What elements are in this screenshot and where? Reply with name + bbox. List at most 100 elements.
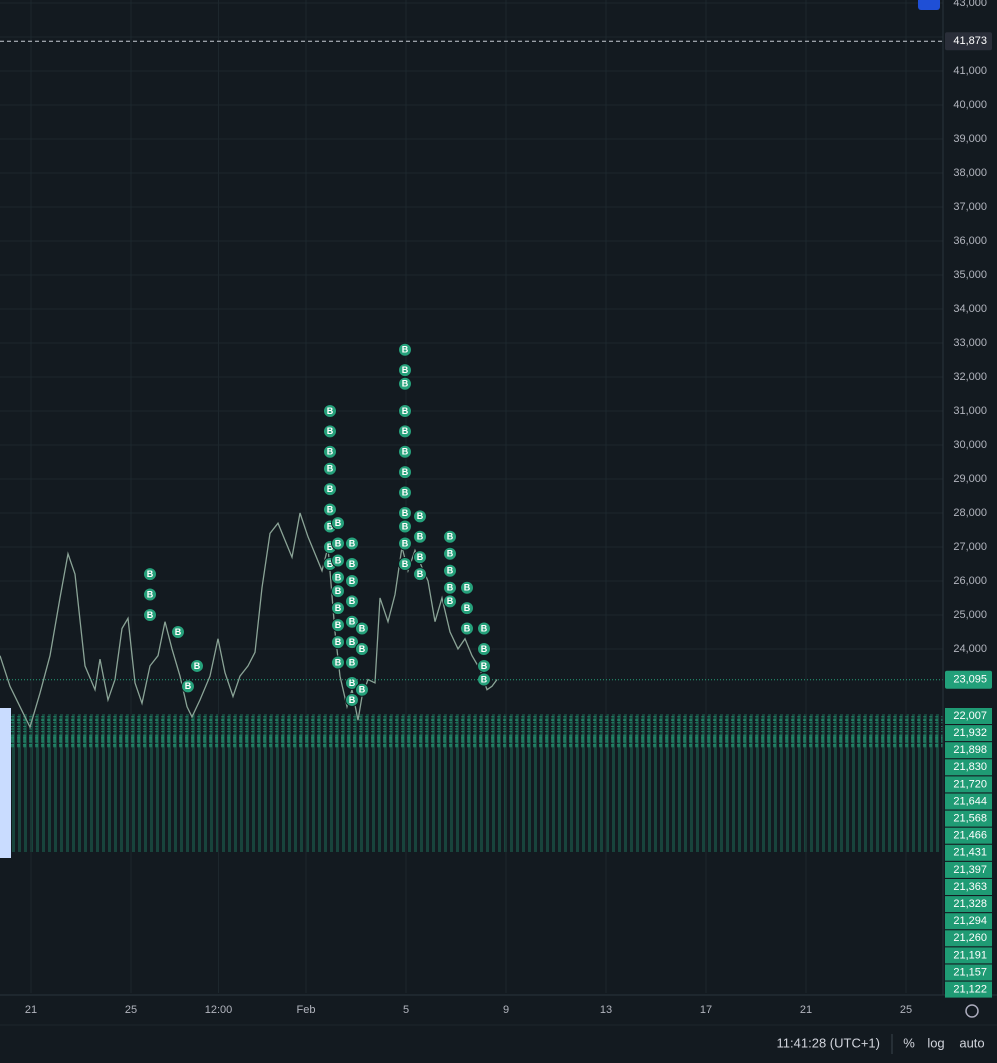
y-tick-label: 39,000 [953, 133, 987, 145]
buy-marker-label: B [349, 596, 356, 606]
order-tag [945, 776, 992, 793]
buy-marker-dot [345, 635, 359, 650]
buy-marker-dot [323, 403, 337, 418]
buy-marker-dot [477, 658, 491, 673]
axes: 43,00042,00041,00040,00039,00038,00037,0… [25, 0, 992, 1016]
buy-marker: B [331, 516, 345, 531]
buy-marker: B [331, 601, 345, 616]
buy-marker: B [443, 546, 457, 561]
y-tick-label: 28,000 [953, 507, 987, 519]
buy-marker-dot [398, 505, 412, 520]
buy-marker-label: B [349, 538, 356, 548]
y-tick-label: 27,000 [953, 541, 987, 553]
buy-marker-label: B [185, 681, 192, 691]
buy-marker: B [460, 621, 474, 636]
buy-marker-label: B [349, 576, 356, 586]
buy-marker: B [477, 621, 491, 636]
x-tick-label: 13 [600, 1004, 612, 1016]
buy-marker: B [443, 594, 457, 609]
y-tick-label: 40,000 [953, 99, 987, 111]
buy-marker-dot [443, 546, 457, 561]
buy-marker: B [143, 567, 157, 582]
buy-marker-label: B [327, 521, 334, 531]
y-tick-label: 43,000 [953, 0, 987, 9]
buy-marker-label: B [402, 379, 409, 389]
buy-marker-dot [143, 587, 157, 602]
order-tag [945, 981, 992, 998]
order-tag [945, 827, 992, 844]
buy-marker: B [323, 482, 337, 497]
buy-marker: B [398, 556, 412, 571]
buy-marker-label: B [327, 484, 334, 494]
side-panel[interactable] [0, 708, 11, 858]
buy-marker-label: B [464, 623, 471, 633]
log-toggle[interactable]: log [927, 1035, 944, 1050]
buy-marker-label: B [402, 406, 409, 416]
settings-icon[interactable] [965, 1004, 979, 1018]
grid [0, 0, 943, 993]
alert-button[interactable] [918, 0, 940, 10]
buy-marker-dot [143, 567, 157, 582]
order-label: 21,328 [953, 898, 987, 910]
x-tick-label: 25 [125, 1004, 137, 1016]
buy-marker-label: B [402, 447, 409, 457]
order-tag [945, 708, 992, 724]
buy-marker-label: B [327, 464, 334, 474]
buy-marker: B [181, 679, 195, 694]
buy-marker-label: B [447, 549, 454, 559]
buy-marker: B [413, 509, 427, 524]
buy-marker-label: B [335, 657, 342, 667]
buy-marker: B [143, 607, 157, 622]
buy-marker: B [345, 556, 359, 571]
buy-marker-label: B [349, 695, 356, 705]
buy-marker-label: B [402, 487, 409, 497]
buy-marker-label: B [327, 406, 334, 416]
buy-marker-label: B [335, 586, 342, 596]
buy-marker-dot [331, 584, 345, 599]
buy-marker-label: B [359, 644, 366, 654]
buy-marker-label: B [464, 583, 471, 593]
auto-toggle[interactable]: auto [959, 1035, 984, 1050]
buy-marker-dot [323, 424, 337, 439]
buy-marker: B [398, 485, 412, 500]
buy-marker-dot [171, 624, 185, 639]
price-tag [945, 32, 992, 51]
buy-marker-dot [398, 363, 412, 378]
buy-marker-label: B [417, 532, 424, 542]
buy-marker-label: B [402, 426, 409, 436]
buy-marker-dot [331, 516, 345, 531]
order-label: 21,720 [953, 778, 987, 790]
y-tick-label: 32,000 [953, 371, 987, 383]
buy-marker: B [413, 550, 427, 565]
buy-marker: B [323, 461, 337, 476]
buy-marker: B [331, 618, 345, 633]
order-tag [945, 913, 992, 930]
buy-marker-dot [331, 553, 345, 568]
order-label: 22,007 [953, 710, 987, 722]
buy-marker-dot [398, 403, 412, 418]
order-label: 21,898 [953, 744, 987, 756]
buy-marker-label: B [359, 623, 366, 633]
percent-toggle[interactable]: % [903, 1035, 915, 1050]
buy-marker-dot [345, 614, 359, 629]
buy-marker: B [398, 536, 412, 551]
buy-marker: B [413, 529, 427, 544]
buy-marker-dot [398, 556, 412, 571]
buy-marker-dot [345, 655, 359, 670]
buy-marker-dot [331, 601, 345, 616]
buy-marker-label: B [402, 365, 409, 375]
buy-marker-dot [331, 655, 345, 670]
buy-marker-label: B [447, 596, 454, 606]
buy-marker-label: B [147, 589, 154, 599]
buy-marker: B [398, 465, 412, 480]
order-label: 21,431 [953, 847, 987, 859]
order-label: 21,122 [953, 984, 987, 996]
buy-marker: B [477, 658, 491, 673]
buy-marker-label: B [402, 538, 409, 548]
buy-marker-dot [345, 594, 359, 609]
buy-marker-dot [443, 529, 457, 544]
buy-marker-label: B [327, 559, 334, 569]
buy-marker: B [398, 519, 412, 534]
price-tag-label: 41,873 [953, 35, 987, 47]
